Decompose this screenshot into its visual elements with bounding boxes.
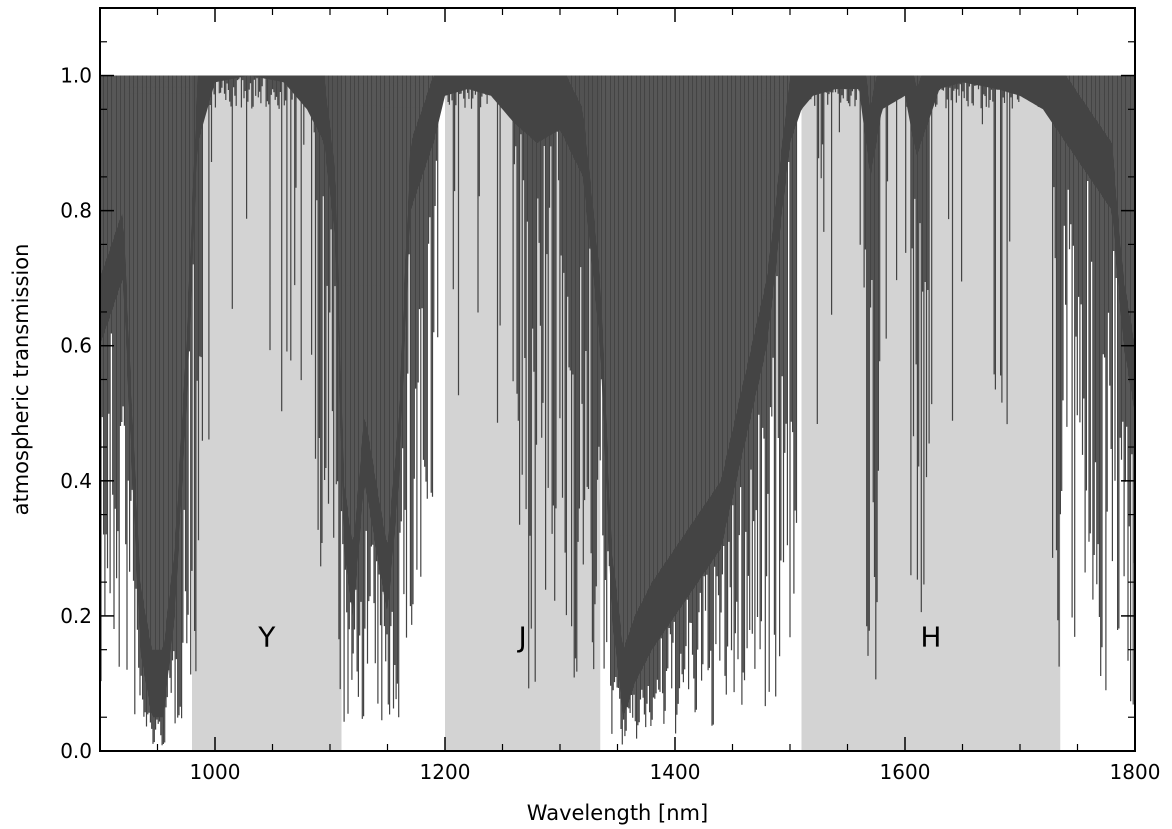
y-tick-label: 0.8 [60, 199, 92, 223]
y-axis-title: atmospheric transmission [9, 244, 33, 516]
y-tick-label: 0.6 [60, 334, 92, 358]
axis-ticks [99, 8, 1136, 752]
band-h-region [801, 75, 1061, 751]
y-tick-label: 0.4 [60, 469, 92, 493]
y-tick-label: 0.2 [60, 604, 92, 628]
x-tick-label: 1200 [420, 760, 471, 784]
band-y-label: Y [257, 620, 276, 653]
y-tick-labels: 0.0 0.2 0.4 0.6 0.8 1.0 [60, 64, 92, 763]
x-axis-title: Wavelength [nm] [527, 801, 708, 825]
band-j-label: J [516, 620, 526, 653]
y-tick-label: 1.0 [60, 64, 92, 88]
y-tick-label: 0.0 [60, 739, 92, 763]
x-tick-label: 1800 [1110, 760, 1161, 784]
x-tick-label: 1400 [650, 760, 701, 784]
x-tick-labels: 1000 1200 1400 1600 1800 [190, 760, 1161, 784]
band-h-label: H [920, 620, 941, 653]
x-tick-label: 1000 [190, 760, 241, 784]
x-tick-label: 1600 [880, 760, 931, 784]
